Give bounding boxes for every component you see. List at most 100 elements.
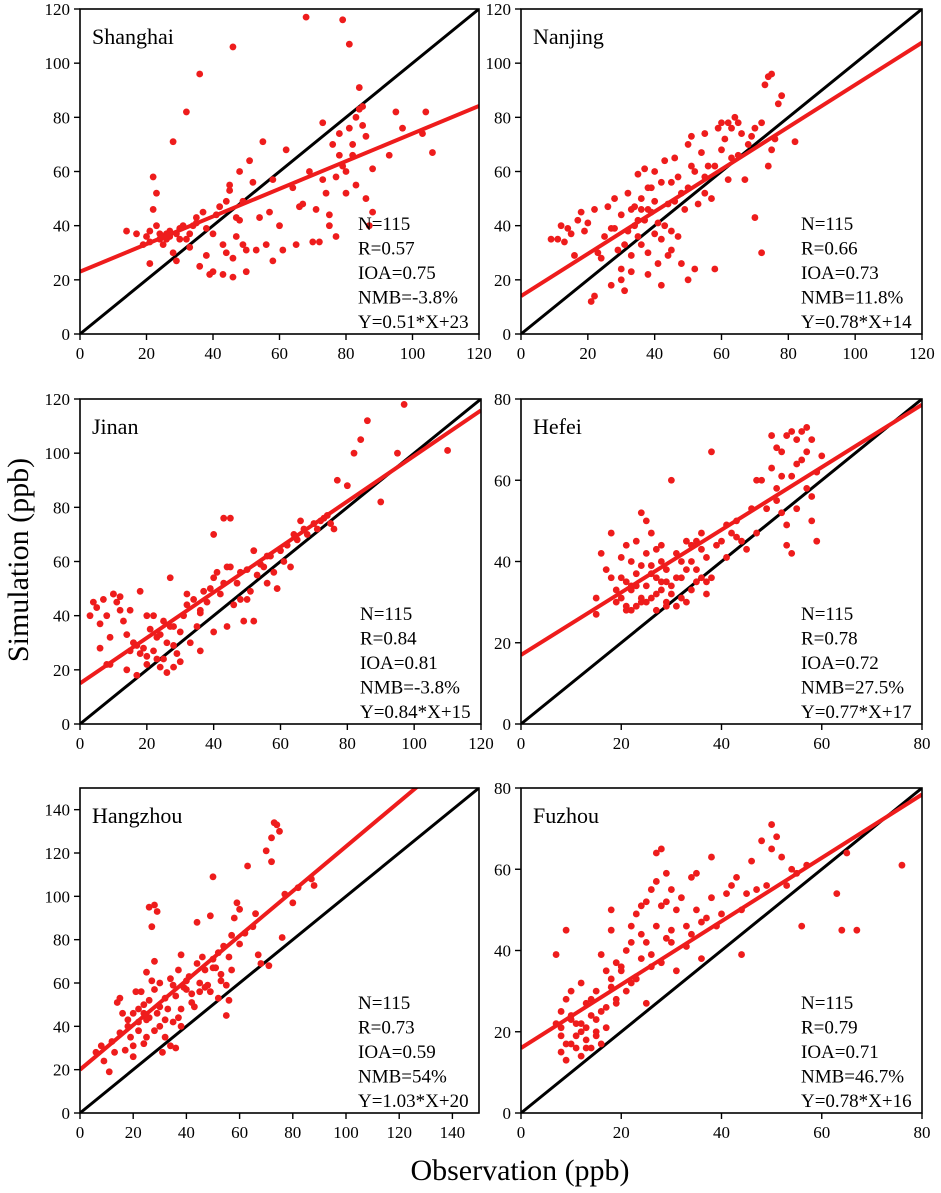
one-to-one-line	[80, 788, 479, 1113]
data-point	[145, 996, 153, 1004]
data-point	[667, 246, 675, 254]
data-point	[743, 545, 750, 553]
data-point	[266, 208, 273, 216]
data-point	[688, 873, 695, 881]
data-point	[149, 206, 157, 213]
data-point	[156, 631, 164, 639]
y-tick-label: 60	[494, 163, 511, 182]
data-point	[788, 428, 796, 435]
data-point	[136, 650, 144, 657]
data-point	[684, 141, 692, 148]
data-point	[229, 254, 237, 262]
stat-line: Y=0.77*X+17	[801, 702, 912, 723]
data-point	[123, 227, 130, 235]
data-point	[647, 562, 655, 569]
data-point	[622, 602, 630, 610]
data-point	[751, 214, 759, 221]
stats-block: N=115 R=0.66 IOA=0.73 NMB=11.8% Y=0.78*X+14	[801, 214, 912, 333]
data-point	[674, 233, 682, 240]
x-tick-label: 60	[271, 344, 288, 363]
data-point	[657, 558, 665, 565]
data-point	[278, 934, 286, 941]
data-point	[280, 558, 288, 565]
data-point	[143, 1033, 150, 1041]
x-tick-label: 0	[517, 1123, 526, 1142]
data-point	[342, 168, 350, 175]
data-point	[803, 424, 811, 431]
x-tick-label: 80	[914, 734, 931, 753]
data-point	[342, 189, 350, 197]
data-point	[778, 853, 786, 861]
data-point	[724, 176, 732, 184]
data-point	[788, 472, 796, 480]
data-point	[276, 222, 283, 230]
data-point	[332, 173, 340, 181]
y-tick-label: 20	[494, 634, 511, 653]
data-point	[369, 165, 376, 173]
data-point	[151, 986, 158, 993]
stat-line: NMB=27.5%	[801, 678, 904, 699]
data-point	[399, 124, 406, 132]
data-point	[554, 235, 562, 243]
data-point	[594, 249, 602, 257]
data-point	[252, 246, 260, 254]
y-axis-label: Simulation (ppb)	[2, 458, 35, 662]
data-point	[209, 964, 217, 972]
data-point	[654, 260, 662, 267]
data-point	[783, 882, 791, 889]
data-point	[357, 436, 365, 444]
data-point	[153, 222, 160, 230]
data-point	[813, 537, 821, 545]
data-point	[330, 525, 338, 533]
data-point	[718, 119, 725, 127]
data-point	[753, 476, 760, 484]
stat-line: IOA=0.72	[801, 653, 879, 674]
x-tick-label: 60	[813, 1123, 830, 1142]
panel-jinan: 0 20 40 60 80 100 120 0 20 40 60 80 100 120 Jinan N=115…	[45, 390, 494, 753]
data-point	[607, 281, 615, 289]
data-point	[198, 953, 206, 961]
x-tick-label: 0	[76, 1123, 85, 1142]
data-point	[220, 514, 228, 522]
data-point	[143, 652, 151, 660]
data-point	[233, 899, 241, 907]
data-point	[652, 606, 660, 614]
data-point	[206, 585, 214, 592]
data-point	[562, 995, 570, 1003]
data-point	[791, 138, 799, 146]
data-point	[723, 890, 730, 898]
panel-hefei: 0 20 40 60 80 0 20 40 60 80 Hefei N=115 R=0.78 IOA=0.…	[494, 390, 931, 753]
data-point	[733, 533, 740, 541]
data-point	[222, 981, 230, 989]
y-tick-label: 40	[494, 553, 511, 572]
x-tick-label: 20	[613, 1123, 630, 1142]
data-point	[156, 1022, 164, 1030]
data-point	[758, 837, 765, 845]
y-tick-label: 40	[494, 942, 511, 961]
data-point	[369, 208, 376, 216]
data-point	[236, 168, 244, 175]
data-point	[126, 606, 134, 614]
data-point	[591, 206, 598, 213]
data-point	[186, 243, 194, 251]
axes-frame	[79, 787, 480, 1114]
data-point	[577, 979, 585, 987]
stat-line: R=0.66	[801, 239, 858, 260]
data-point	[667, 926, 675, 934]
data-point	[557, 1048, 565, 1056]
data-point	[738, 537, 745, 545]
data-point	[642, 999, 650, 1007]
data-point	[664, 252, 672, 259]
data-point	[617, 594, 625, 602]
y-tick-label: 20	[494, 1023, 511, 1042]
x-tick-label: 40	[713, 1123, 730, 1142]
data-point	[230, 601, 238, 609]
data-point	[657, 902, 665, 910]
data-point	[160, 617, 167, 625]
data-point	[597, 1008, 605, 1015]
data-point	[99, 596, 107, 603]
data-point	[172, 1044, 180, 1052]
data-point	[306, 168, 313, 175]
x-tick-label: 80	[780, 344, 797, 363]
